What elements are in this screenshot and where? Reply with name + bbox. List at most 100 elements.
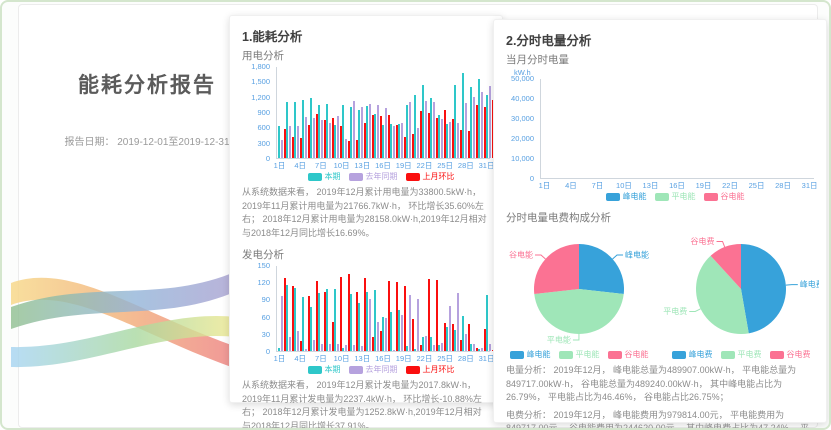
bar-本期 <box>326 104 328 158</box>
pie-slice-谷电能 <box>534 244 579 294</box>
pie-slice-谷电费 <box>710 244 741 289</box>
bar-去年同期 <box>449 305 451 351</box>
chart-legend: 本期 去年同期 上月环比 <box>272 171 490 182</box>
bar-本期 <box>286 102 288 158</box>
bar-本期 <box>462 315 464 351</box>
bar-group <box>358 266 366 351</box>
tou-chart-title: 当月分时电量 <box>506 54 569 66</box>
bar-上月环比 <box>380 116 382 158</box>
x-axis: 1日 4日 7日 10日 13日 16日 19日 22日 25日 28日 31日 <box>274 352 495 363</box>
bar-去年同期 <box>409 102 411 158</box>
bar-上月环比 <box>348 140 350 158</box>
bar-上月环比 <box>300 137 302 158</box>
report-title: 能耗分析报告 <box>78 74 216 97</box>
y-axis-tick-label: 1,200 <box>251 92 270 102</box>
usage-summary-text: 从系统数据来看， 2019年12月累计用电量为33800.5kW·h， 2019… <box>242 187 487 238</box>
bar-本期 <box>398 310 400 351</box>
bar-去年同期 <box>433 102 435 158</box>
bar-去年同期 <box>481 92 483 158</box>
x-axis-tick-label: 22日 <box>416 354 433 363</box>
bar-本期 <box>462 73 464 158</box>
bar-group <box>422 266 430 351</box>
bar-group <box>286 266 294 351</box>
energy-summary-text: 电量分析： 2019年12月， 峰电能总量为489907.00kW·h， 平电能… <box>506 365 797 402</box>
bar-本期 <box>478 79 480 158</box>
bar-本期 <box>278 126 280 158</box>
legend-label: 谷电费 <box>786 350 811 359</box>
bar-上月环比 <box>356 140 358 158</box>
bar-group <box>350 67 358 158</box>
bar-本期 <box>286 284 288 351</box>
legend-label: 峰电能 <box>526 350 551 359</box>
bar-group <box>446 67 454 158</box>
bar-上月环比 <box>340 277 342 351</box>
bar-上月环比 <box>316 113 318 158</box>
tou-analysis-panel: 2.分时电量分析 当月分时电量 0 10,000 20,000 30,000 40,00… <box>493 19 827 428</box>
bar-上月环比 <box>372 336 374 351</box>
bar-上月环比 <box>484 107 486 158</box>
bar-本期 <box>318 292 320 351</box>
bar-去年同期 <box>361 345 363 351</box>
bar-去年同期 <box>305 349 307 351</box>
bar-去年同期 <box>385 107 387 158</box>
x-axis-tick-label: 25日 <box>437 161 454 170</box>
bar-group <box>430 67 438 158</box>
legend-swatch <box>703 192 718 201</box>
bar-group <box>374 266 382 351</box>
bar-本期 <box>398 123 400 158</box>
cost-composition-pie-chart: 峰电费平电费谷电费峰电费平电费谷电费 <box>663 227 819 360</box>
x-axis-tick-label: 7日 <box>591 181 604 190</box>
bar-去年同期 <box>353 345 355 351</box>
bar-本期 <box>446 326 448 351</box>
pie-label-line <box>785 284 798 286</box>
bar-group <box>398 266 406 351</box>
legend-label: 平电能 <box>575 350 600 359</box>
bar-本期 <box>334 124 336 158</box>
bar-group <box>342 67 350 158</box>
bar-本期 <box>422 337 424 351</box>
bar-group <box>470 266 478 351</box>
legend-swatch <box>558 350 573 359</box>
legend-label: 上月环比 <box>422 365 455 374</box>
bar-上月环比 <box>292 285 294 351</box>
legend-swatch <box>671 350 686 359</box>
bar-group <box>310 266 318 351</box>
plot-wrap: 0 300 600 900 1,200 1,500 1,800 <box>251 62 526 163</box>
y-axis-tick-label: 0 <box>265 347 270 356</box>
bar-去年同期 <box>353 100 355 158</box>
bar-上月环比 <box>324 120 326 158</box>
bar-本期 <box>302 99 304 158</box>
bar-group <box>310 67 318 158</box>
bar-本期 <box>350 294 352 351</box>
bar-去年同期 <box>417 299 419 351</box>
bar-去年同期 <box>465 334 467 351</box>
x-axis-tick-label: 22日 <box>722 181 738 190</box>
bar-上月环比 <box>332 117 334 158</box>
bar-group <box>422 67 430 158</box>
legend-item: 去年同期 <box>348 364 398 375</box>
bar-去年同期 <box>489 86 491 158</box>
bar-去年同期 <box>465 103 467 158</box>
bar-本期 <box>486 294 488 351</box>
legend-label: 峰电能 <box>622 192 647 201</box>
bar-group <box>366 266 374 351</box>
x-axis-tick-label: 10日 <box>333 161 350 170</box>
bar-上月环比 <box>460 129 462 158</box>
legend-swatch <box>405 172 420 181</box>
bar-本期 <box>326 289 328 351</box>
bar-本期 <box>454 330 456 351</box>
chart-legend: 峰电费 平电费 谷电费 <box>671 349 811 360</box>
bar-group <box>326 67 334 158</box>
x-axis-tick-label: 4日 <box>565 181 577 190</box>
report-date: 报告日期： 2019-12-01至2019-12-31 <box>19 133 249 148</box>
bar-本期 <box>438 345 440 351</box>
bar-去年同期 <box>481 348 483 351</box>
legend-label: 谷电能 <box>624 350 649 359</box>
bar-去年同期 <box>337 344 339 351</box>
bar-上月环比 <box>404 136 406 158</box>
legend-swatch <box>405 365 420 374</box>
y-axis-tick-label: 0 <box>265 154 270 163</box>
bar-上月环比 <box>308 125 310 158</box>
energy-analysis-header: 1.能耗分析 <box>242 30 303 44</box>
pie-label-line <box>689 308 701 313</box>
